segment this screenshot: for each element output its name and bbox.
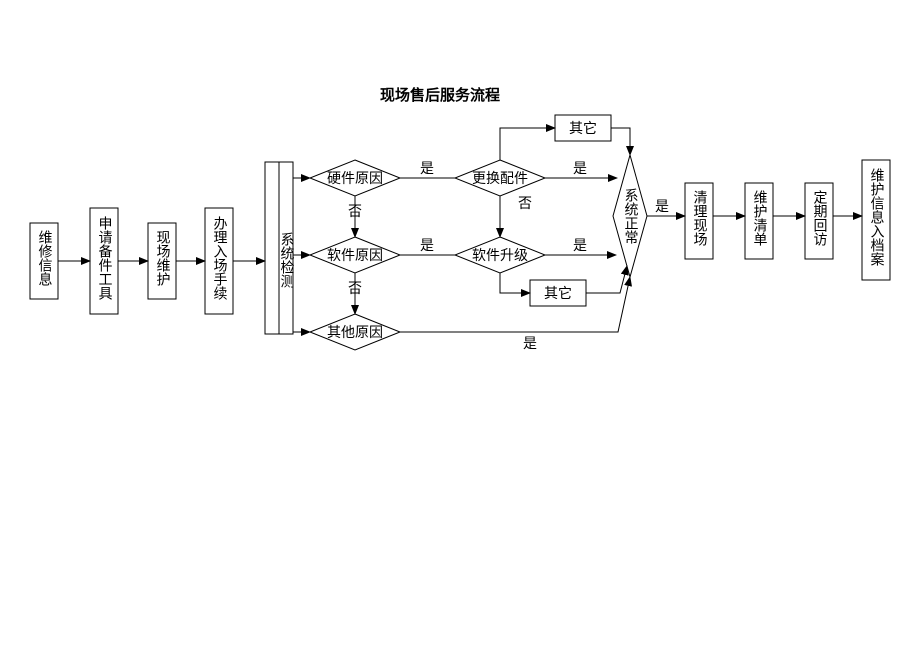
node-maint-info: 维修信息 (30, 223, 58, 299)
label-no: 否 (348, 205, 362, 220)
node-replace: 更换配件 (455, 160, 545, 196)
node-revisit: 定期回访 (805, 183, 833, 259)
node-cleanup: 清理现场 (685, 183, 713, 259)
svg-text:维护清单: 维护清单 (752, 190, 768, 246)
svg-text:其它: 其它 (569, 120, 597, 137)
label-yes: 是 (420, 162, 434, 177)
label-yes: 是 (523, 337, 537, 352)
svg-text:软件升级: 软件升级 (472, 248, 528, 264)
edge (500, 273, 530, 293)
chart-title: 现场售后服务流程 (380, 86, 500, 104)
edge (611, 128, 630, 155)
node-sys-normal: 系统正常 (613, 155, 647, 277)
svg-text:维护信息入档案: 维护信息入档案 (869, 168, 885, 266)
node-other-reason: 其他原因 (310, 314, 400, 350)
node-upgrade: 软件升级 (455, 237, 545, 273)
svg-text:系统正常: 系统正常 (623, 188, 639, 244)
label-yes: 是 (573, 239, 587, 254)
label-yes: 是 (655, 200, 669, 215)
node-software: 软件原因 (310, 237, 400, 273)
label-no: 否 (518, 197, 532, 212)
svg-text:定期回访: 定期回访 (812, 190, 828, 247)
svg-text:更换配件: 更换配件 (472, 170, 528, 187)
svg-text:其他原因: 其他原因 (327, 325, 383, 341)
svg-text:软件原因: 软件原因 (327, 248, 383, 264)
svg-text:办理入场手续: 办理入场手续 (212, 216, 228, 300)
node-other1: 其它 (555, 115, 611, 141)
flowchart: 现场售后服务流程 维修信息 申请备件工具 现场维护 办理入场手续 系统检测 硬件… (0, 0, 920, 651)
svg-text:清理现场: 清理现场 (692, 190, 708, 247)
svg-text:维修信息: 维修信息 (37, 230, 53, 286)
label-no: 否 (348, 282, 362, 297)
edge (500, 128, 555, 160)
svg-text:申请备件工具: 申请备件工具 (97, 216, 113, 300)
svg-text:现场维护: 现场维护 (155, 230, 171, 287)
node-site-maint: 现场维护 (148, 223, 176, 299)
node-entry-proc: 办理入场手续 (205, 208, 233, 314)
node-archive: 维护信息入档案 (862, 160, 890, 280)
edge (400, 277, 630, 332)
node-maint-list: 维护清单 (745, 183, 773, 259)
node-apply-parts: 申请备件工具 (90, 208, 118, 314)
svg-text:硬件原因: 硬件原因 (327, 171, 383, 187)
svg-text:系统检测: 系统检测 (279, 232, 295, 288)
label-yes: 是 (420, 239, 434, 254)
node-hardware: 硬件原因 (310, 160, 400, 196)
edge (586, 266, 627, 293)
svg-text:其它: 其它 (544, 285, 572, 302)
node-other2: 其它 (530, 280, 586, 306)
node-sys-check: 系统检测 (265, 162, 295, 334)
label-yes: 是 (573, 162, 587, 177)
